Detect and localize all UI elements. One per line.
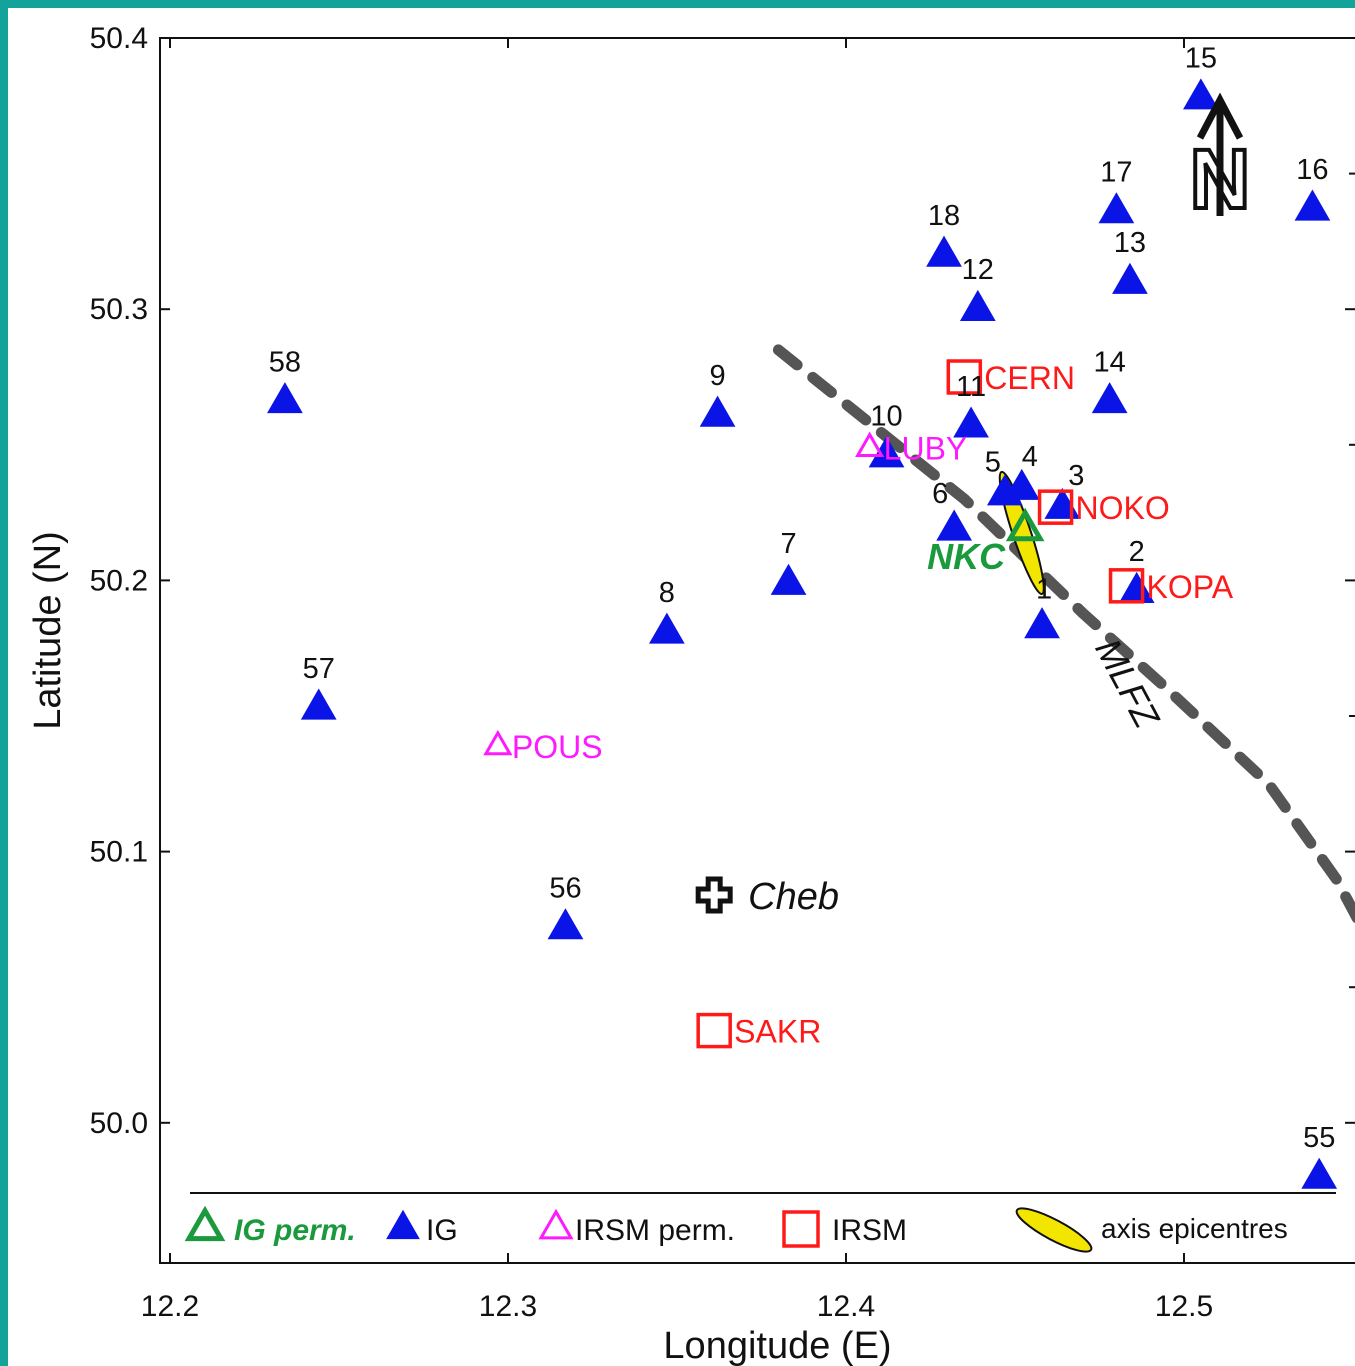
y-tick-label: 50.0 <box>90 1107 148 1140</box>
ig-station-marker <box>953 406 989 438</box>
irsm-station-marker <box>696 1012 732 1049</box>
irsm-station-marker <box>946 359 983 395</box>
x-tick-label: 12.2 <box>141 1290 199 1323</box>
marker-layer <box>267 78 1338 1189</box>
irsm-station-marker <box>1108 568 1145 604</box>
ig-station-marker <box>1294 189 1331 221</box>
ig-station-marker <box>770 563 807 595</box>
irsm-perm-station-label: POUS <box>512 729 603 765</box>
ig-station-label: 57 <box>303 653 335 685</box>
north-arrow-label: N <box>1190 132 1251 226</box>
ig-station-label: 12 <box>962 254 994 286</box>
ig-station-marker <box>959 289 996 321</box>
ig-perm-station-marker <box>1005 507 1045 542</box>
ig-station-marker <box>300 688 337 720</box>
ig-station-label: 2 <box>1129 536 1145 568</box>
ig-station-marker <box>1044 487 1081 519</box>
ig-station-label: 4 <box>1022 441 1038 473</box>
station-map: 12.212.312.412.512.612.712.850.050.150.2… <box>27 22 1355 1366</box>
y-tick-label: 50.2 <box>90 564 148 597</box>
ig-station-marker <box>699 395 736 427</box>
irsm-station-label: KOPA <box>1147 569 1234 605</box>
irsm-perm-station-marker <box>483 729 513 756</box>
legend-irsm-perm-label: IRSM perm. <box>575 1214 735 1247</box>
ig-station-marker <box>1091 382 1128 414</box>
axes-layer: 12.212.312.412.512.612.712.850.050.150.2… <box>27 22 1355 1366</box>
ig-perm-station-label: NKC <box>927 536 1006 577</box>
x-tick-label: 12.4 <box>817 1290 875 1323</box>
ig-station-label: 18 <box>928 200 960 232</box>
legend-ig-label: IG <box>426 1214 458 1247</box>
ig-station-marker <box>936 509 973 541</box>
legend-ig-icon <box>386 1209 420 1240</box>
city-marker <box>695 876 733 914</box>
legend-ig-perm-label: IG perm. <box>234 1214 356 1247</box>
ig-station-marker <box>926 235 962 267</box>
legend-ellipse-icon <box>1015 1207 1093 1253</box>
y-tick-label: 50.1 <box>90 836 148 869</box>
ig-station-marker <box>1024 607 1060 639</box>
ig-station-label: 9 <box>709 360 725 392</box>
irsm-perm-station-label: LUBY <box>884 431 968 467</box>
irsm-station-label: NOKO <box>1076 490 1170 526</box>
ig-station-label: 15 <box>1185 43 1217 75</box>
ig-station-label: 5 <box>985 447 1001 479</box>
ig-station-marker <box>1098 192 1135 224</box>
ig-station-marker <box>648 612 685 644</box>
x-tick-label: 12.5 <box>1155 1290 1213 1323</box>
ig-station-label: 3 <box>1068 460 1084 492</box>
ig-station-label: 16 <box>1296 154 1328 186</box>
ig-station-marker <box>1003 468 1040 500</box>
label-layer: MLFZI51151716181312589145211105436728157… <box>269 43 1336 1154</box>
ig-station-marker <box>1301 1157 1338 1189</box>
ig-station-label: 56 <box>549 873 581 905</box>
north-arrow-head <box>1196 92 1244 140</box>
y-axis-title: Latitude (N) <box>27 531 69 730</box>
fault-layer <box>772 344 1355 926</box>
fault-line-mlfz <box>772 344 1355 926</box>
ig-station-label: 8 <box>659 577 675 609</box>
ig-station-marker <box>1183 78 1219 110</box>
y-tick-label: 50.4 <box>90 22 148 55</box>
ig-station-label: 17 <box>1100 157 1132 189</box>
ig-station-label: 14 <box>1094 346 1126 378</box>
ig-station-marker <box>1112 262 1148 294</box>
map-figure: 12.212.312.412.512.612.712.850.050.150.2… <box>8 8 1355 1366</box>
ig-station-label: 1 <box>1036 574 1052 606</box>
north-arrow: N <box>1188 92 1252 228</box>
plot-frame <box>159 37 1355 1264</box>
y-tick-label: 50.3 <box>90 293 148 326</box>
legend-irsm-label: IRSM <box>832 1214 907 1247</box>
legend-irsm-icon <box>782 1210 820 1248</box>
ig-station-label: 58 <box>269 346 301 378</box>
irsm-perm-station-marker <box>855 431 885 457</box>
ig-station-label: 7 <box>780 528 796 560</box>
irsm-station-label: CERN <box>984 360 1075 396</box>
x-tick-label: 12.3 <box>479 1290 537 1323</box>
ig-station-marker <box>547 908 584 940</box>
city-label: Cheb <box>748 876 839 918</box>
legend-ellipse-label: axis epicentres <box>1101 1213 1288 1244</box>
ig-station-label: 6 <box>932 478 948 510</box>
ig-station-marker <box>267 382 303 414</box>
ig-station-label: 13 <box>1114 227 1146 259</box>
irsm-station-label: SAKR <box>734 1014 821 1050</box>
ig-station-label: 10 <box>870 401 902 433</box>
ig-station-label: 55 <box>1303 1122 1335 1154</box>
x-axis-title: Longitude (E) <box>663 1325 891 1366</box>
legend-ig-perm-icon <box>184 1205 226 1242</box>
irsm-station-marker <box>1037 489 1074 525</box>
legend-irsm-perm-icon <box>538 1208 574 1240</box>
ig-station-label: 11 <box>956 371 986 403</box>
legend: IG perm. IG IRSM perm. IRSM axis epicentres <box>184 1192 1336 1253</box>
